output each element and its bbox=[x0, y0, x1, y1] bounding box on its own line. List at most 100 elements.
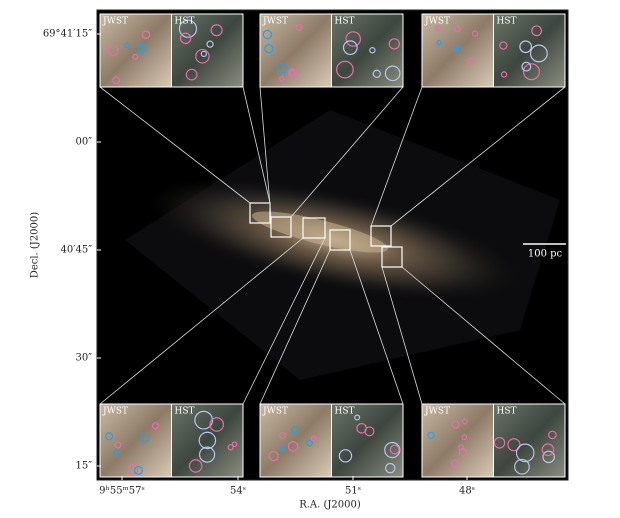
source-marker bbox=[529, 44, 548, 63]
source-marker bbox=[139, 432, 150, 443]
source-marker bbox=[133, 465, 143, 475]
region-box bbox=[381, 246, 403, 268]
source-marker bbox=[450, 459, 459, 468]
source-marker bbox=[384, 441, 401, 459]
source-marker bbox=[113, 448, 121, 456]
inset: JWST HST bbox=[421, 403, 566, 478]
source-marker bbox=[456, 46, 463, 53]
inset-label: HST bbox=[175, 407, 195, 417]
source-marker bbox=[522, 63, 540, 81]
source-marker bbox=[195, 48, 210, 64]
y-tick-label: 69°41′15″ bbox=[43, 29, 92, 40]
source-marker bbox=[206, 40, 214, 48]
inset-label: HST bbox=[335, 17, 355, 27]
connector bbox=[381, 266, 423, 405]
inset: JWST HST bbox=[99, 403, 244, 478]
source-marker bbox=[198, 431, 217, 450]
source-marker bbox=[288, 69, 298, 79]
source-marker bbox=[461, 434, 468, 440]
inset: JWST HST bbox=[259, 403, 404, 478]
inset-label: JWST bbox=[102, 407, 128, 417]
connector bbox=[259, 249, 331, 405]
connector bbox=[99, 237, 304, 405]
source-marker bbox=[185, 68, 198, 81]
source-marker bbox=[531, 25, 543, 37]
inset-label: HST bbox=[497, 17, 517, 27]
x-tick-label: 48ˢ bbox=[459, 486, 475, 497]
source-marker bbox=[384, 462, 396, 474]
source-marker bbox=[493, 436, 506, 449]
jwst-panel bbox=[100, 14, 172, 87]
source-marker bbox=[136, 43, 147, 53]
connector bbox=[242, 86, 271, 204]
source-marker bbox=[295, 23, 303, 31]
inset: JWST HST bbox=[421, 13, 566, 88]
source-marker bbox=[268, 450, 279, 462]
source-marker bbox=[499, 41, 508, 50]
inset-label: JWST bbox=[102, 17, 128, 27]
connector bbox=[401, 266, 566, 405]
inset: JWST HST bbox=[259, 13, 404, 88]
source-marker bbox=[548, 430, 557, 440]
source-marker bbox=[500, 71, 508, 78]
inset-label: JWST bbox=[424, 407, 450, 417]
source-marker bbox=[310, 435, 317, 442]
connector bbox=[242, 237, 326, 405]
source-marker bbox=[515, 443, 535, 463]
y-tick-label: 15″ bbox=[76, 461, 93, 472]
source-marker bbox=[514, 458, 530, 475]
region-box bbox=[302, 217, 326, 239]
connector bbox=[370, 86, 423, 227]
source-marker bbox=[453, 46, 460, 52]
inset-label: JWST bbox=[262, 407, 288, 417]
source-marker bbox=[521, 61, 532, 72]
hst-panel bbox=[171, 14, 243, 87]
source-marker bbox=[112, 76, 121, 85]
source-marker bbox=[451, 420, 460, 429]
source-marker bbox=[188, 459, 203, 473]
x-tick-label: 9ʰ55ᵐ57ˢ bbox=[99, 486, 145, 497]
source-marker bbox=[458, 448, 467, 457]
y-tick-label: 30″ bbox=[76, 353, 93, 364]
hst-panel bbox=[331, 14, 403, 87]
hst-panel bbox=[331, 404, 403, 477]
source-marker bbox=[264, 44, 274, 54]
source-marker bbox=[278, 431, 286, 439]
source-marker bbox=[462, 418, 468, 425]
source-marker bbox=[369, 47, 376, 54]
region-box bbox=[270, 216, 292, 238]
inset-label: HST bbox=[497, 407, 517, 417]
source-marker bbox=[279, 445, 286, 452]
source-marker bbox=[345, 31, 362, 47]
inset-label: HST bbox=[175, 17, 195, 27]
x-tick-label: 51ˢ bbox=[345, 486, 361, 497]
connector bbox=[259, 86, 272, 218]
inset-label: JWST bbox=[262, 17, 288, 27]
source-marker bbox=[389, 444, 400, 455]
region-box bbox=[370, 225, 392, 247]
source-marker bbox=[141, 30, 151, 39]
source-marker bbox=[105, 432, 114, 441]
scale-label: 100 pc bbox=[528, 249, 563, 260]
source-marker bbox=[354, 414, 361, 421]
regions bbox=[99, 86, 566, 405]
source-marker bbox=[372, 69, 381, 79]
y-axis-label: Decl. (J2000) bbox=[30, 212, 41, 278]
y-tick-label: 00″ bbox=[76, 137, 93, 148]
source-marker bbox=[128, 463, 139, 475]
inset: JWST HST bbox=[99, 13, 244, 88]
source-marker bbox=[542, 450, 555, 464]
source-marker bbox=[200, 50, 208, 58]
source-marker bbox=[288, 68, 297, 77]
source-marker bbox=[435, 25, 441, 31]
source-marker bbox=[209, 417, 225, 432]
source-marker bbox=[262, 29, 273, 40]
source-marker bbox=[210, 24, 223, 37]
connector bbox=[349, 249, 404, 405]
source-marker bbox=[453, 25, 461, 33]
x-axis-label: R.A. (J2000) bbox=[299, 500, 361, 511]
source-marker bbox=[467, 57, 475, 65]
source-marker bbox=[124, 42, 130, 49]
inset-label: HST bbox=[335, 407, 355, 417]
